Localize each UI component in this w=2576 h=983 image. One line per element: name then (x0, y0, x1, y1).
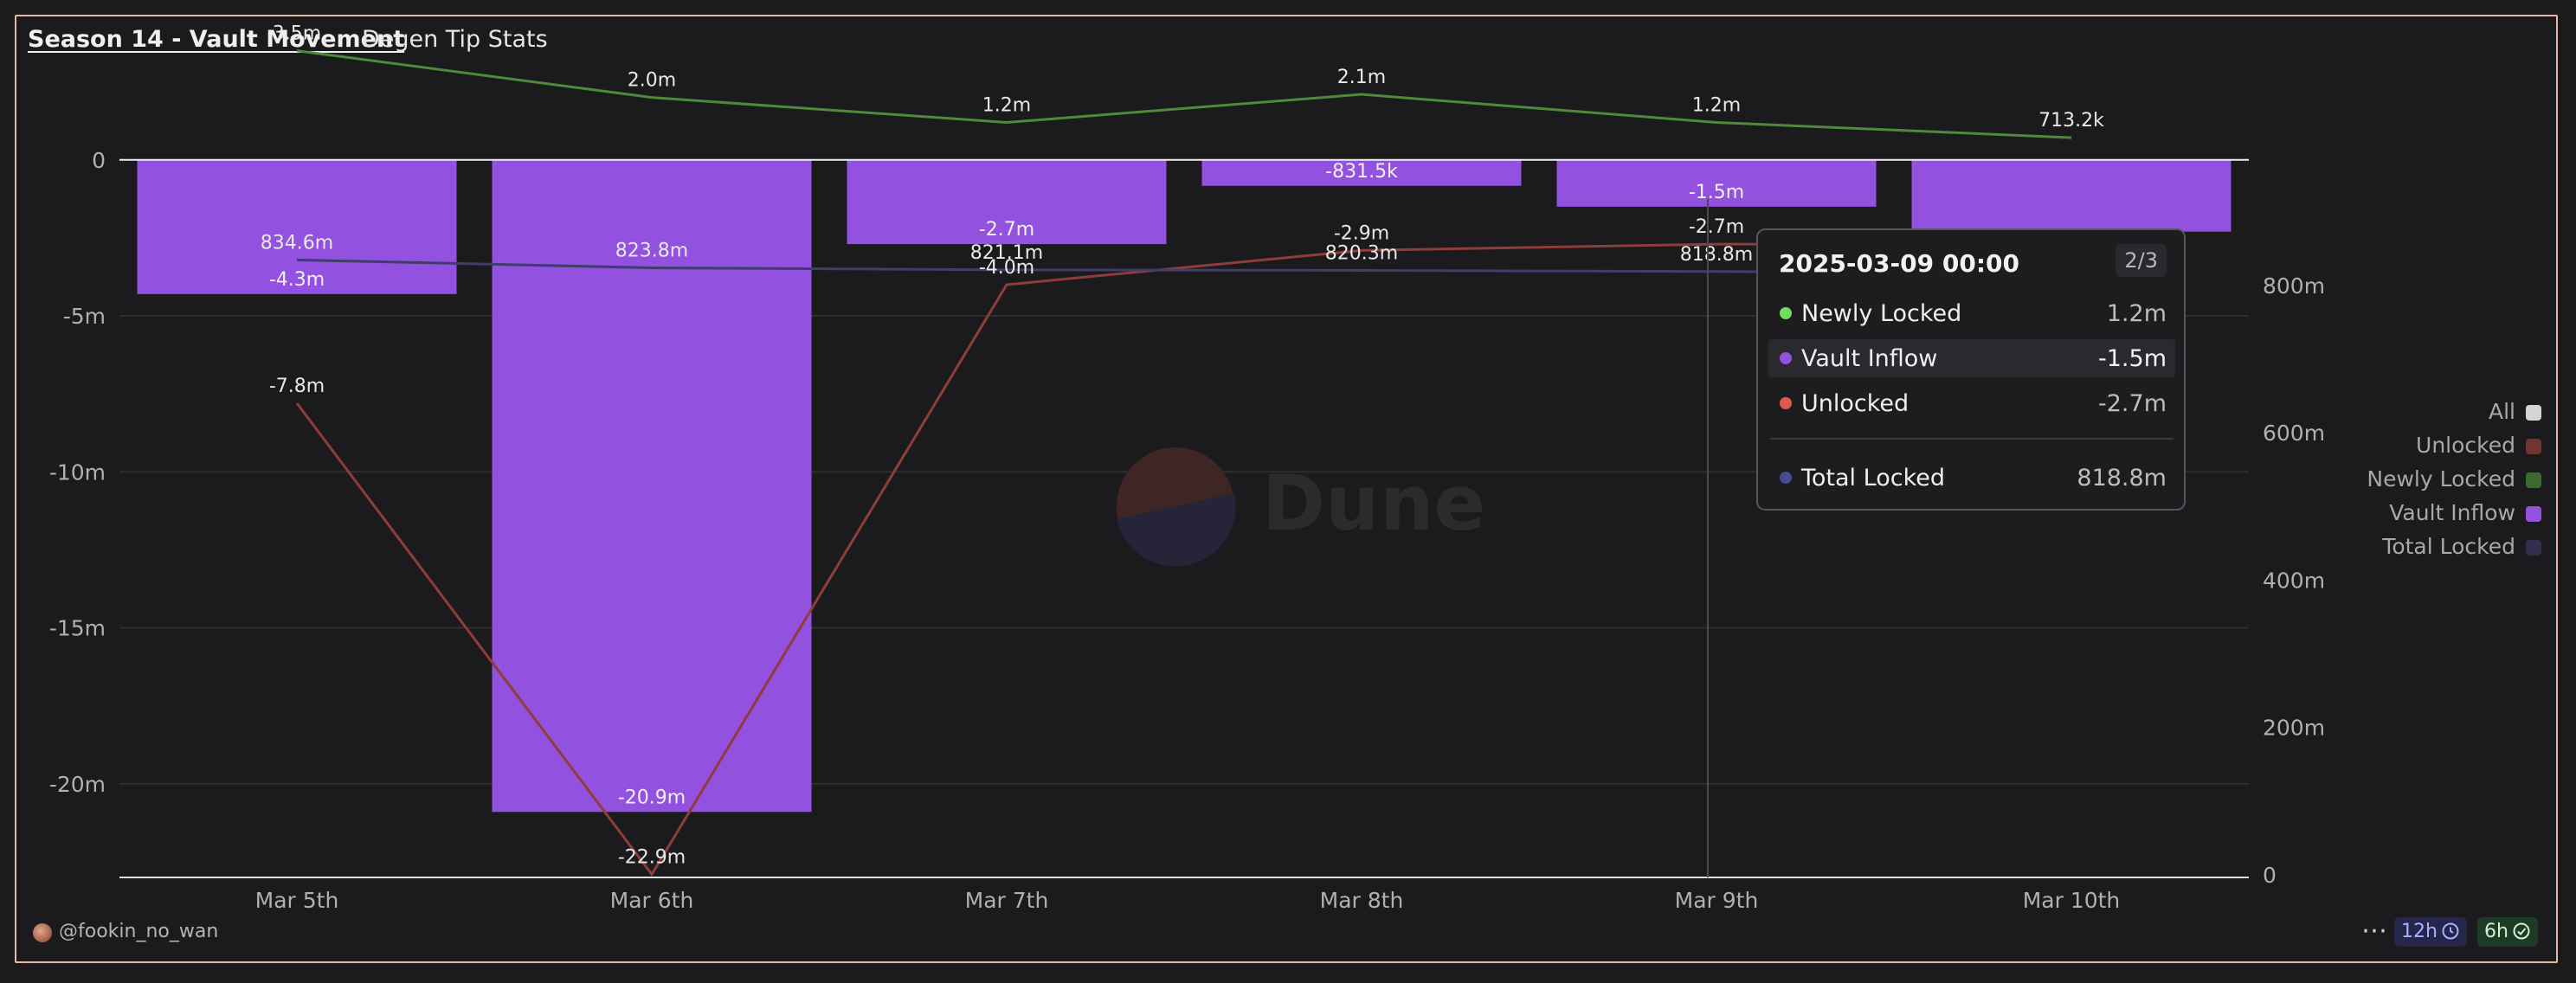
bar-vault-inflow (1911, 159, 2231, 232)
bar-data-label: -831.5k (1325, 161, 1398, 183)
line-data-label-newly-locked: 713.2k (2038, 110, 2104, 132)
author-handle[interactable]: @fookin_no_wan (59, 921, 219, 942)
line-data-label-newly-locked: 2.0m (628, 70, 676, 92)
tooltip-label: Total Locked (1801, 465, 1945, 492)
legend-swatch (2526, 439, 2541, 454)
author-avatar[interactable] (33, 923, 52, 942)
legend-label: Total Locked (2382, 534, 2515, 559)
refresh-12h-label: 12h (2401, 921, 2438, 942)
right-axis-tick-label: 600m (2263, 421, 2325, 446)
tooltip-date: 2025-03-09 00:00 (1779, 249, 2019, 278)
chart-title-link[interactable]: Season 14 - Vault Movement (28, 26, 405, 53)
legend-label: Vault Inflow (2389, 500, 2515, 525)
left-axis-tick-label: -20m (49, 772, 106, 797)
tooltip-label: Unlocked (1801, 390, 1909, 417)
tooltip-dot-icon (1780, 352, 1792, 364)
tooltip-row-unlocked: Unlocked -2.7m (1768, 384, 2175, 422)
tooltip-row-vault-inflow: Vault Inflow -1.5m (1768, 339, 2175, 377)
tooltip-value: 1.2m (2106, 300, 2167, 327)
x-axis-tick-label: Mar 5th (255, 888, 339, 913)
line-data-label-newly-locked: 3.5m (273, 23, 321, 45)
line-data-label-unlocked: -2.9m (1334, 222, 1389, 244)
refresh-6h-label: 6h (2484, 921, 2508, 942)
legend-swatch (2526, 405, 2541, 421)
tooltip-row-newly-locked: Newly Locked 1.2m (1768, 294, 2175, 332)
tooltip-row-total-locked: Total Locked 818.8m (1768, 459, 2175, 497)
line-data-label-total-locked: 818.8m (1680, 244, 1753, 266)
line-data-label-newly-locked: 2.1m (1337, 67, 1386, 88)
x-axis-tick-label: Mar 10th (2023, 888, 2121, 913)
watermark-logo-bottom (1117, 493, 1236, 567)
x-axis-tick-label: Mar 7th (965, 888, 1049, 913)
tooltip: 2025-03-09 00:00 2/3 Newly Locked 1.2m V… (1756, 228, 2186, 511)
refresh-6h-badge[interactable]: 6h (2477, 917, 2538, 947)
clock-icon (2442, 922, 2459, 940)
right-axis-tick-label: 800m (2263, 273, 2325, 299)
tooltip-divider (1770, 438, 2174, 440)
right-axis-tick-label: 400m (2263, 568, 2325, 593)
line-data-label-total-locked: 820.3m (1325, 243, 1398, 265)
right-axis-tick-label: 0 (2263, 863, 2277, 888)
tooltip-dot-icon (1780, 472, 1792, 484)
bar-vault-inflow (1201, 159, 1522, 186)
left-axis-tick-label: -15m (49, 616, 106, 641)
legend-label: All (2489, 399, 2515, 424)
tooltip-value: -2.7m (2098, 390, 2167, 417)
refresh-12h-badge[interactable]: 12h (2394, 917, 2467, 947)
bar-vault-inflow (847, 159, 1167, 245)
line-data-label-unlocked: -7.8m (269, 376, 325, 397)
legend-swatch (2526, 506, 2541, 522)
watermark-text: Dune (1262, 459, 1485, 548)
line-data-label-total-locked: 821.1m (970, 242, 1043, 264)
tooltip-value: -1.5m (2098, 345, 2167, 372)
x-axis-tick-label: Mar 6th (610, 888, 694, 913)
x-axis-tick-label: Mar 9th (1675, 888, 1759, 913)
right-axis-tick-label: 200m (2263, 716, 2325, 741)
tooltip-value: 818.8m (2077, 465, 2167, 492)
tooltip-dot-icon (1780, 397, 1792, 409)
line-data-label-total-locked: 823.8m (615, 241, 688, 262)
line-data-label-unlocked: -22.9m (618, 846, 686, 868)
bar-data-label: -2.7m (979, 219, 1034, 241)
more-dots-icon[interactable]: ⋯ (2361, 916, 2387, 946)
line-data-label-unlocked: -4.0m (979, 257, 1034, 279)
tooltip-label: Vault Inflow (1801, 345, 1938, 372)
tooltip-page[interactable]: 2/3 (2116, 244, 2167, 277)
line-data-label-total-locked: 834.6m (261, 232, 333, 254)
check-circle-icon (2513, 922, 2530, 940)
left-axis-tick-label: 0 (92, 148, 106, 173)
chart-frame (15, 15, 2558, 963)
bar-vault-inflow (137, 159, 457, 294)
bar-data-label: -20.9m (618, 787, 686, 808)
left-axis-tick-label: -10m (49, 459, 106, 485)
tooltip-label: Newly Locked (1801, 300, 1962, 327)
legend-swatch (2526, 472, 2541, 488)
x-axis-tick-label: Mar 8th (1320, 888, 1404, 913)
line-data-label-newly-locked: 1.2m (982, 95, 1031, 117)
bar-vault-inflow (1556, 159, 1877, 207)
bar-data-label: -1.5m (1689, 182, 1744, 203)
legend-label: Newly Locked (2367, 466, 2515, 492)
line-data-label-newly-locked: 1.2m (1692, 95, 1741, 117)
line-data-label-unlocked: -2.7m (1689, 216, 1744, 238)
line-newly-locked (296, 49, 2072, 139)
dune-watermark: Dune (1117, 447, 1485, 567)
line-unlocked (295, 242, 1717, 877)
bar-data-label: -4.3m (269, 269, 325, 291)
chart-subtitle: Degen Tip Stats (362, 26, 548, 53)
legend-label: Unlocked (2416, 433, 2515, 458)
tooltip-dot-icon (1780, 307, 1792, 319)
legend-swatch (2526, 540, 2541, 556)
left-axis-tick-label: -5m (63, 304, 106, 329)
